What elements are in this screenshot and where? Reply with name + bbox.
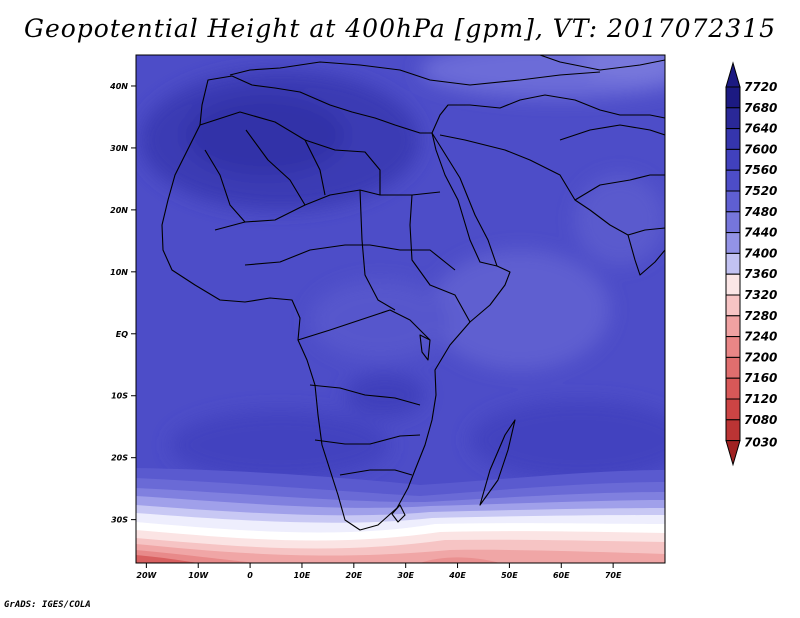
- colorbar-label: 7720: [744, 80, 777, 94]
- colorbar-label: 7400: [744, 246, 777, 260]
- colorbar-swatch: [725, 315, 741, 338]
- lon-tick-label: 0: [247, 571, 253, 580]
- colorbar-label: 7030: [744, 436, 777, 450]
- colorbar-swatch: [725, 377, 741, 400]
- colorbar-swatch: [725, 294, 741, 317]
- credit-text: GrADS: IGES/COLA: [4, 600, 91, 610]
- colorbar-swatch: [725, 232, 741, 254]
- colorbar-label: 7440: [744, 226, 777, 240]
- lat-tick-label: 10N: [110, 268, 128, 277]
- colorbar-label: 7080: [744, 413, 777, 427]
- colorbar-swatch: [725, 211, 741, 234]
- lat-tick-label: 20N: [110, 206, 128, 215]
- lon-tick-label: 20W: [136, 571, 157, 580]
- colorbar-bottom-arrow: [725, 440, 741, 467]
- colorbar-label: 7120: [744, 392, 777, 406]
- lon-tick-label: 30E: [397, 571, 414, 580]
- colorbar-swatch: [725, 398, 741, 421]
- latitude-axis: 40N 30N 20N 10N EQ 10S 20S 30S: [109, 82, 136, 525]
- colorbar-label: 7320: [744, 288, 777, 302]
- colorbar-label: 7360: [744, 267, 777, 281]
- lon-tick-label: 20E: [346, 571, 363, 580]
- colorbar-swatch: [725, 356, 741, 379]
- colorbar-label: 7160: [744, 371, 777, 385]
- colorbar-label: 7200: [744, 350, 777, 364]
- colorbar-top-arrow: [725, 61, 741, 88]
- colorbar-swatch: [725, 419, 741, 442]
- lat-tick-label: 40N: [109, 82, 128, 91]
- colorbar-label: 7520: [744, 184, 777, 198]
- colorbar-swatch: [725, 128, 741, 150]
- colorbar-swatch: [725, 148, 741, 171]
- plot-frame: [135, 54, 666, 564]
- colorbar-label: 7640: [744, 122, 777, 136]
- coastlines: [161, 55, 665, 531]
- lon-tick-label: 10W: [188, 571, 209, 580]
- lon-tick-label: 40E: [448, 571, 466, 580]
- lat-tick-label: 30S: [111, 516, 128, 525]
- colorbar-swatch: [725, 273, 741, 296]
- lon-tick-label: 70E: [605, 571, 622, 580]
- lat-tick-label: EQ: [116, 330, 128, 339]
- colorbar-label: 7560: [744, 163, 777, 177]
- colorbar-label: 7680: [744, 101, 777, 115]
- colorbar: 7720 7680 7640 7600 7560 7520 7480 7440 7400 7360…: [725, 61, 777, 467]
- colorbar-swatch: [725, 169, 741, 192]
- colorbar-swatch: [725, 86, 741, 109]
- map-title: Geopotential Height at 400hPa [gpm], VT:…: [23, 14, 777, 43]
- longitude-axis: 20W 10W 0 10E 20E 30E 40E 50E 60E 70E: [136, 563, 622, 580]
- colorbar-swatch: [725, 107, 741, 130]
- colorbar-label: 7600: [744, 142, 777, 156]
- colorbar-label: 7480: [744, 205, 777, 219]
- colorbar-swatch: [725, 336, 741, 358]
- lon-tick-label: 50E: [501, 571, 518, 580]
- lon-tick-label: 10E: [294, 571, 311, 580]
- colorbar-swatch: [725, 190, 741, 213]
- lon-tick-label: 60E: [553, 571, 570, 580]
- colorbar-swatch: [725, 252, 741, 275]
- lat-tick-label: 30N: [110, 144, 128, 153]
- height-field: [136, 55, 665, 563]
- lat-tick-label: 20S: [111, 454, 128, 463]
- colorbar-label: 7240: [744, 330, 777, 344]
- colorbar-label: 7280: [744, 309, 777, 323]
- lat-tick-label: 10S: [111, 392, 128, 401]
